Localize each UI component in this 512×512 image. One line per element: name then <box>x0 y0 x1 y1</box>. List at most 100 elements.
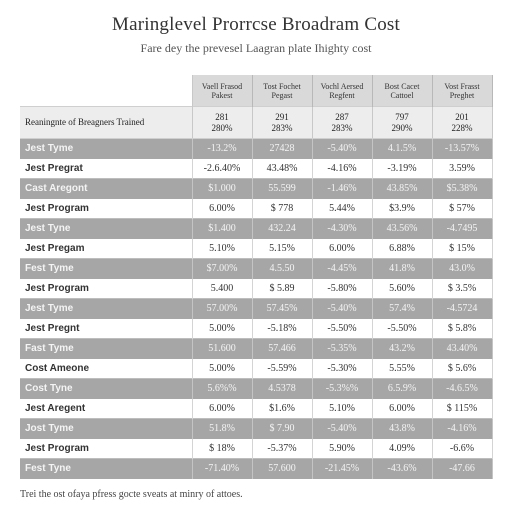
summary-cell: 287 283% <box>312 106 373 139</box>
table-cell: 6.00% <box>192 398 253 419</box>
table-cell: -5.50% <box>312 318 373 339</box>
row-label: Jest Tyme <box>20 298 193 319</box>
summary-cell: 281 280% <box>192 106 253 139</box>
table-cell: 5.44% <box>312 198 373 219</box>
table-cell: -5.50% <box>372 318 433 339</box>
table-cell: $ 7.90 <box>252 418 313 439</box>
table-cell: -21.45% <box>312 458 373 479</box>
table-cell: $ 5.89 <box>252 278 313 299</box>
table-cell: $ 57% <box>432 198 493 219</box>
row-label: Jest Program <box>20 278 193 299</box>
row-label: Jest Pregrat <box>20 158 193 179</box>
table-cell: -5.40% <box>312 298 373 319</box>
table-row: Jest Program 6.00% $ 778 5.44% $3.9% $ 57% <box>20 198 493 219</box>
table-cell: -43.6% <box>372 458 433 479</box>
table-row: Cost Tyne 5.6%% 4.5378 -5.3%% 6.5.9% -4.6.5% <box>20 378 493 399</box>
table-cell: -47.66 <box>432 458 493 479</box>
table-row: Jest Program $ 18% -5.37% 5.90% 4.09% -6.6% <box>20 438 493 459</box>
table-cell: -2.6.40% <box>192 158 253 179</box>
table-cell: 57.45% <box>252 298 313 319</box>
table-cell: 51.8% <box>192 418 253 439</box>
table-cell: $5.38% <box>432 178 493 199</box>
table-cell: 43.40% <box>432 338 493 359</box>
table-cell: $ 115% <box>432 398 493 419</box>
table-cell: -5.30% <box>312 358 373 379</box>
row-label: Fast Tyme <box>20 338 193 359</box>
table-row: Jest Tyme 57.00% 57.45% -5.40% 57.4% -4.5724 <box>20 298 493 319</box>
table-cell: -5.40% <box>312 418 373 439</box>
row-label: Jost Tyme <box>20 418 193 439</box>
table-cell: -4.30% <box>312 218 373 239</box>
table-cell: -5.18% <box>252 318 313 339</box>
table-cell: $7.00% <box>192 258 253 279</box>
table-cell: 5.00% <box>192 318 253 339</box>
footnote: Trei the ost ofaya pfress gocte sveats a… <box>20 489 243 500</box>
table-row: Fest Tyne -71.40% 57.600 -21.45% -43.6% -47.6… <box>20 458 493 479</box>
table-cell: 55.599 <box>252 178 313 199</box>
table-cell: -4.6.5% <box>432 378 493 399</box>
table-cell: 4.5378 <box>252 378 313 399</box>
table-row: Jest Program 5.400 $ 5.89 -5.80% 5.60% $ 3.5% <box>20 278 493 299</box>
column-header-row: Vaell Frasod Pakest Tost Fochet Pegast V… <box>20 75 493 107</box>
table-cell: 5.55% <box>372 358 433 379</box>
table-cell: $ 15% <box>432 238 493 259</box>
table-row: Jest Pregnt 5.00% -5.18% -5.50% -5.50% $ 5.8% <box>20 318 493 339</box>
table-cell: 41.8% <box>372 258 433 279</box>
table-row: Fest Tyme $7.00% 4.5.50 -4.45% 41.8% 43.0% <box>20 258 493 279</box>
row-label: Jest Tyne <box>20 218 193 239</box>
table-cell: 57.600 <box>252 458 313 479</box>
table-cell: 43.48% <box>252 158 313 179</box>
row-label: Jest Pregam <box>20 238 193 259</box>
page-title: Maringlevel Prorrcse Broadram Cost <box>111 14 401 35</box>
table-cell: 51.600 <box>192 338 253 359</box>
column-header: Vochl Aersed Regfent <box>312 75 373 107</box>
table-cell: -13.2% <box>192 138 253 159</box>
table-cell: -1.46% <box>312 178 373 199</box>
table-cell: -4.5724 <box>432 298 493 319</box>
column-header: Bost Cacet Cattoel <box>372 75 433 107</box>
table-cell: 4.5.50 <box>252 258 313 279</box>
table-cell: 57.4% <box>372 298 433 319</box>
table-cell: 43.8% <box>372 418 433 439</box>
cost-table: Vaell Frasod Pakest Tost Fochet Pegast V… <box>20 75 493 479</box>
table-cell: 27428 <box>252 138 313 159</box>
summary-label: Reaningnte of Breagners Trained <box>20 106 193 139</box>
row-label: Cost Tyne <box>20 378 193 399</box>
summary-cell: 201 228% <box>432 106 493 139</box>
row-label: Jest Tyme <box>20 138 193 159</box>
table-cell: 5.60% <box>372 278 433 299</box>
column-header: Vost Frasst Preghet <box>432 75 493 107</box>
table-cell: -5.3%% <box>312 378 373 399</box>
table-cell: 6.00% <box>192 198 253 219</box>
table-cell: 57.00% <box>192 298 253 319</box>
table-cell: 43.0% <box>432 258 493 279</box>
table-cell: 6.00% <box>372 398 433 419</box>
table-cell: 432.24 <box>252 218 313 239</box>
table-cell: 3.59% <box>432 158 493 179</box>
table-cell: 5.400 <box>192 278 253 299</box>
table-cell: 5.10% <box>192 238 253 259</box>
table-cell: -5.35% <box>312 338 373 359</box>
table-row: Cost Ameone 5.00% -5.59% -5.30% 5.55% $ 5.6% <box>20 358 493 379</box>
page-subtitle: Fare dey the prevesel Laagran plate Ihig… <box>140 41 372 55</box>
table-row: Fast Tyme 51.600 57.466 -5.35% 43.2% 43.40% <box>20 338 493 359</box>
table-cell: -71.40% <box>192 458 253 479</box>
summary-row: Reaningnte of Breagners Trained 281 280% … <box>20 106 493 139</box>
table-cell: 4.09% <box>372 438 433 459</box>
table-cell: 5.90% <box>312 438 373 459</box>
table-cell: -3.19% <box>372 158 433 179</box>
table-cell: -13.57% <box>432 138 493 159</box>
table-row: Jest Pregrat -2.6.40% 43.48% -4.16% -3.19% 3.… <box>20 158 493 179</box>
row-label: Jest Program <box>20 198 193 219</box>
table-cell: 5.6%% <box>192 378 253 399</box>
table-cell: 57.466 <box>252 338 313 359</box>
table-cell: 43.56% <box>372 218 433 239</box>
table-cell: 6.5.9% <box>372 378 433 399</box>
table-cell: 43.85% <box>372 178 433 199</box>
table-cell: -4.45% <box>312 258 373 279</box>
table-cell: -4.16% <box>432 418 493 439</box>
table-cell: 5.15% <box>252 238 313 259</box>
table-cell: $ 5.6% <box>432 358 493 379</box>
table-cell: 5.00% <box>192 358 253 379</box>
